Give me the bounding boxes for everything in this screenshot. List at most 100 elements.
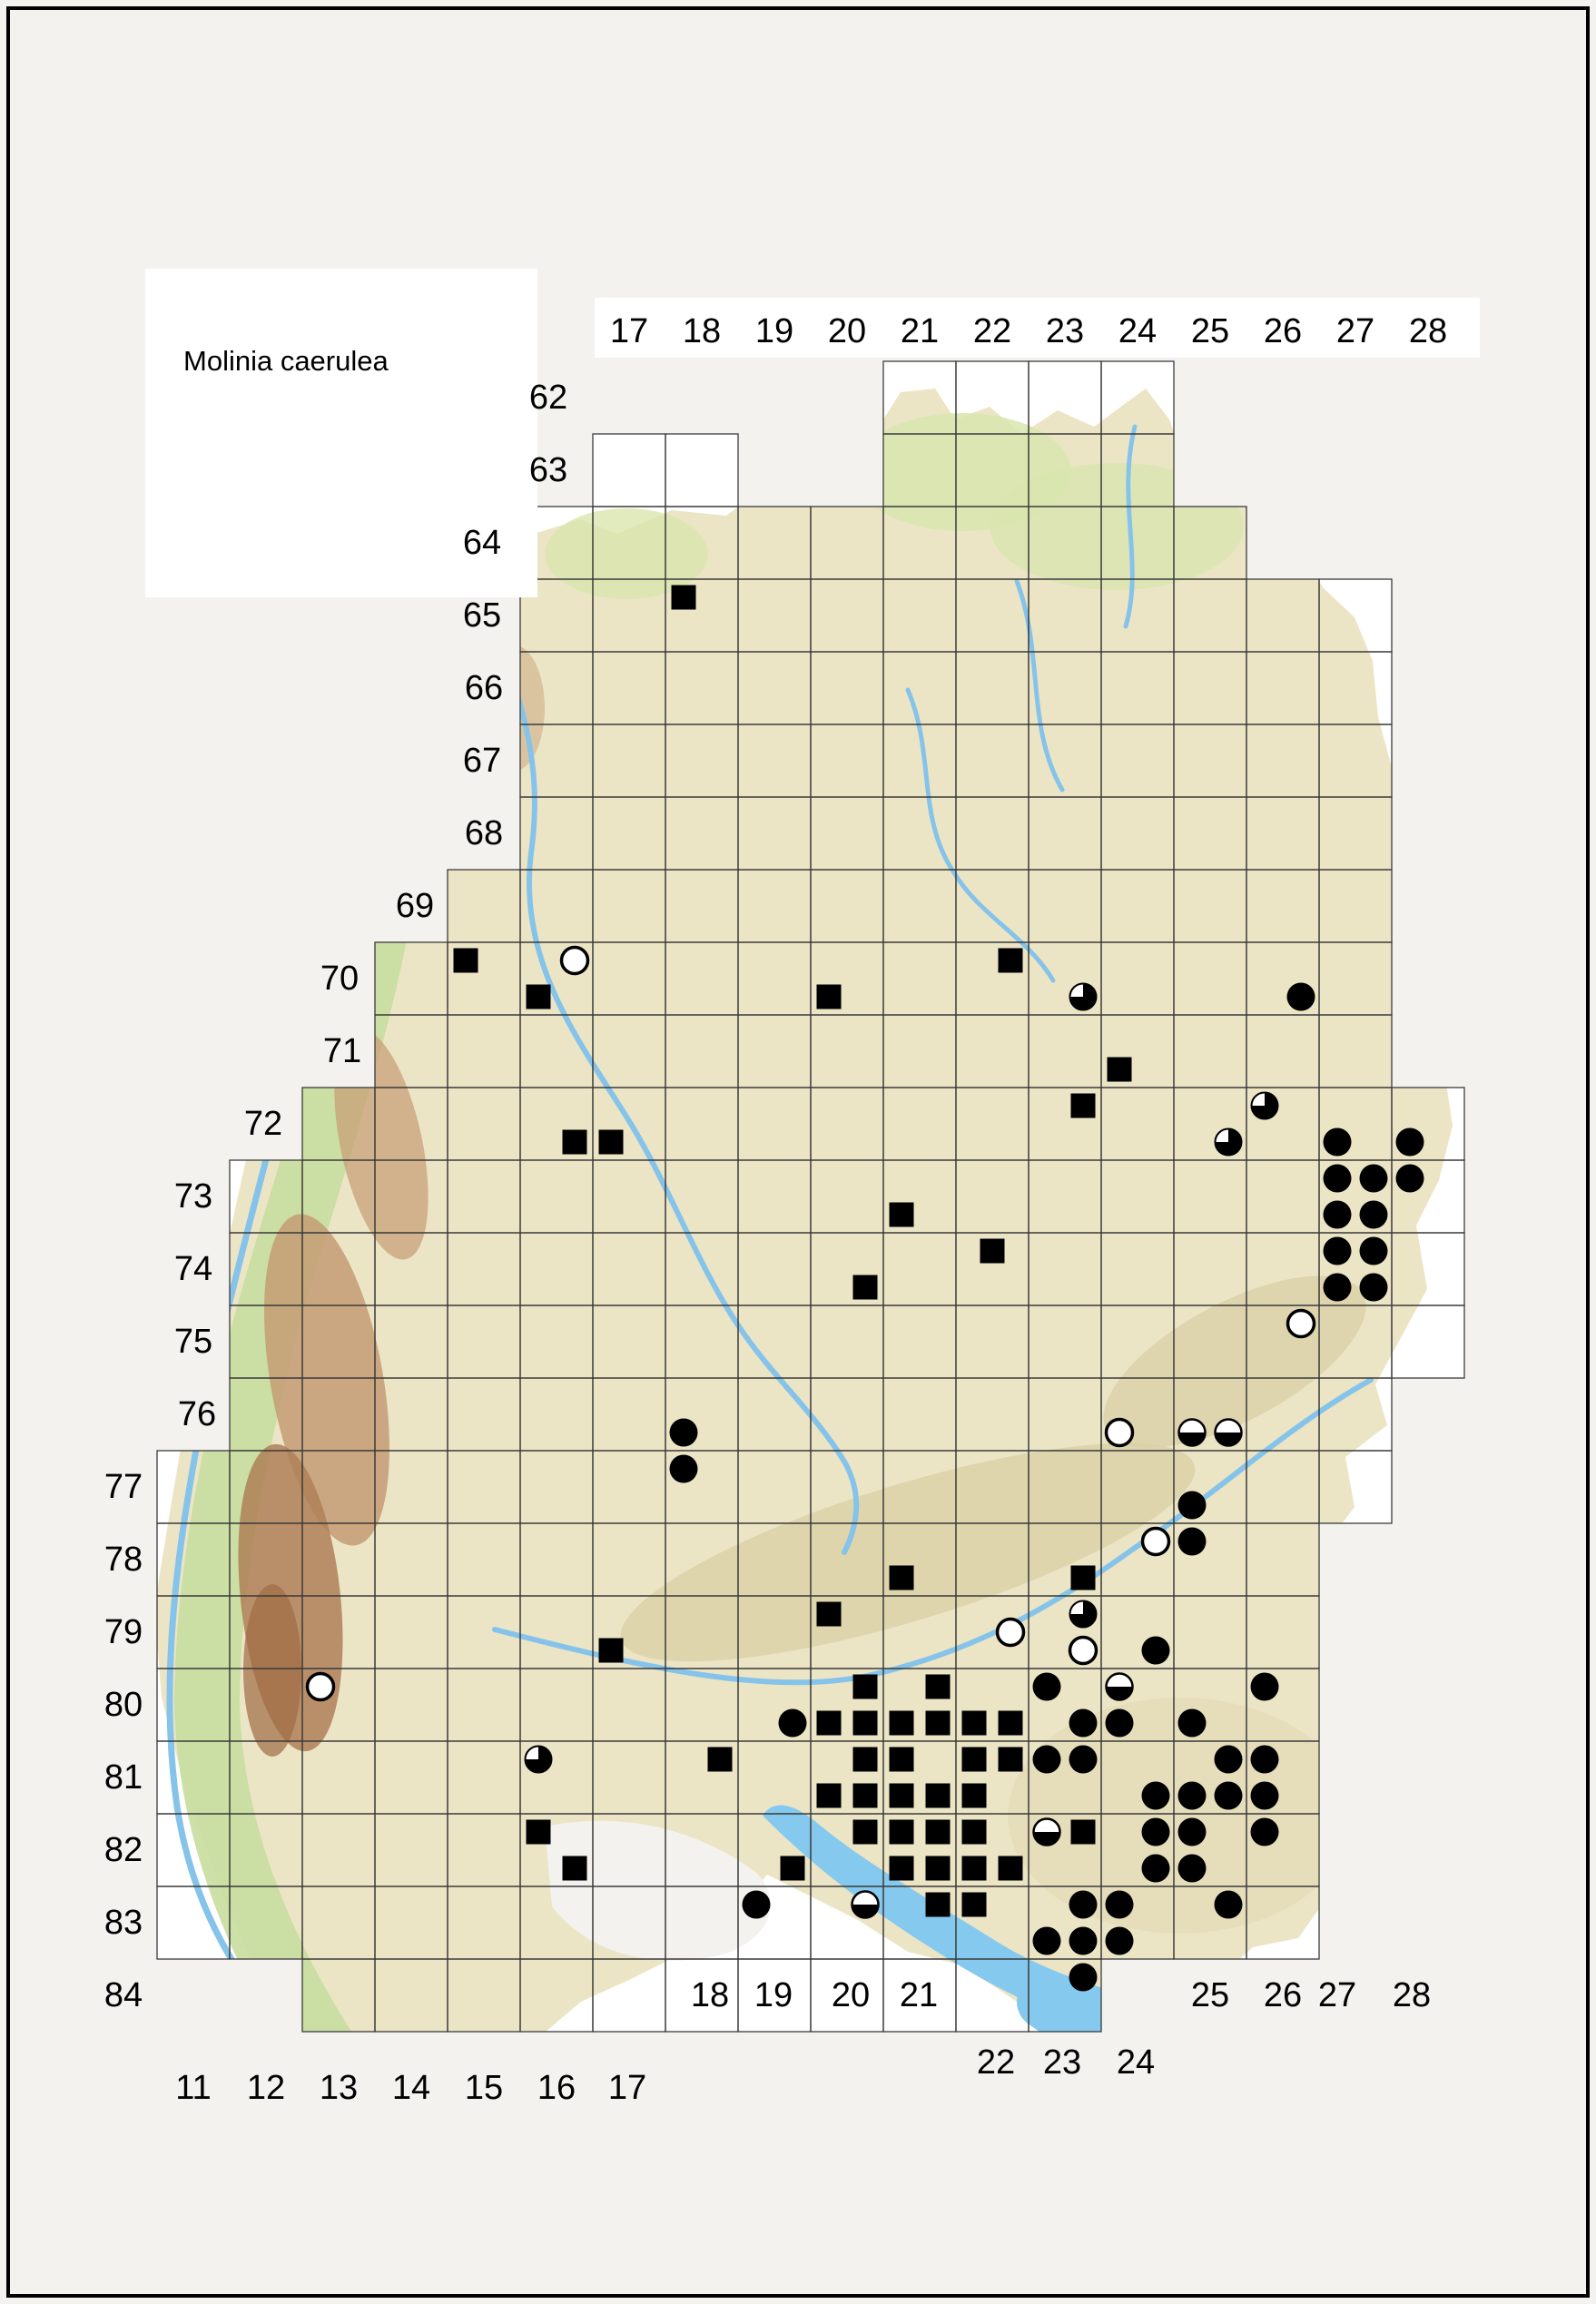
bottom-axis-label: 21 bbox=[900, 1976, 938, 2014]
marker-filled-circle bbox=[1395, 1127, 1424, 1157]
bottom-axis-label: 20 bbox=[832, 1976, 870, 2014]
marker-half-filled-circle bbox=[1105, 1672, 1134, 1701]
kocher-river bbox=[905, 687, 1056, 983]
marker-filled-circle bbox=[1323, 1127, 1352, 1157]
marker-filled-circle bbox=[1177, 1527, 1207, 1556]
marker-filled-square bbox=[961, 1856, 987, 1881]
marker-filled-square bbox=[852, 1783, 878, 1808]
marker-filled-circle bbox=[1069, 1963, 1098, 1992]
marker-half-filled-circle bbox=[851, 1890, 880, 1919]
marker-filled-square bbox=[961, 1783, 987, 1808]
marker-filled-circle bbox=[1359, 1273, 1388, 1302]
marker-filled-square bbox=[961, 1710, 987, 1736]
left-axis-label: 68 bbox=[465, 814, 503, 852]
top-axis-label: 19 bbox=[755, 312, 793, 350]
bottom-axis-label: 14 bbox=[392, 2069, 430, 2107]
marker-filled-circle bbox=[1069, 1890, 1098, 1919]
marker-three-quarter-filled-circle bbox=[524, 1745, 553, 1774]
northeast-green bbox=[990, 463, 1244, 590]
left-axis-label: 81 bbox=[104, 1758, 143, 1797]
marker-open-circle bbox=[1140, 1526, 1171, 1557]
marker-filled-square bbox=[852, 1819, 878, 1845]
marker-filled-square bbox=[998, 1747, 1023, 1772]
bottom-axis-label: 15 bbox=[465, 2069, 503, 2107]
marker-filled-square bbox=[925, 1783, 951, 1808]
marker-filled-square bbox=[1107, 1057, 1132, 1082]
swabian-alb-tan bbox=[620, 1442, 1196, 1662]
marker-filled-circle bbox=[1177, 1708, 1207, 1738]
left-axis-label: 65 bbox=[463, 596, 501, 635]
marker-filled-square bbox=[707, 1747, 733, 1772]
marker-filled-square bbox=[1070, 1093, 1096, 1118]
marker-filled-square bbox=[925, 1892, 951, 1917]
marker-filled-circle bbox=[669, 1454, 698, 1483]
left-axis-label: 77 bbox=[104, 1468, 143, 1506]
marker-filled-circle bbox=[778, 1708, 807, 1738]
top-axis-label: 20 bbox=[828, 312, 866, 350]
marker-filled-square bbox=[889, 1710, 914, 1736]
top-axis-label: 22 bbox=[973, 312, 1011, 350]
marker-filled-square bbox=[780, 1856, 805, 1881]
marker-filled-circle bbox=[742, 1890, 771, 1919]
marker-filled-circle bbox=[1359, 1200, 1388, 1229]
marker-filled-circle bbox=[1214, 1781, 1243, 1810]
swiss-border-notch bbox=[545, 1820, 771, 1961]
marker-filled-square bbox=[598, 1129, 624, 1155]
marker-filled-circle bbox=[1250, 1781, 1279, 1810]
left-axis-label: 72 bbox=[244, 1105, 282, 1143]
bottom-axis-label: 24 bbox=[1117, 2043, 1155, 2082]
marker-filled-circle bbox=[1105, 1890, 1134, 1919]
marker-filled-circle bbox=[1177, 1854, 1207, 1883]
jagst-river bbox=[1014, 578, 1065, 793]
marker-open-circle bbox=[559, 945, 590, 976]
marker-three-quarter-filled-circle bbox=[1069, 982, 1098, 1011]
marker-filled-square bbox=[889, 1747, 914, 1772]
marker-filled-circle bbox=[1359, 1236, 1388, 1265]
marker-filled-square bbox=[889, 1819, 914, 1845]
grid-cell bbox=[1028, 1958, 1102, 2033]
top-axis-backdrop bbox=[595, 298, 1480, 358]
marker-filled-square bbox=[980, 1238, 1005, 1264]
occurrence-markers bbox=[305, 585, 1424, 1992]
marker-filled-square bbox=[598, 1638, 624, 1663]
bottom-axis-label: 16 bbox=[537, 2069, 576, 2107]
left-axis-label: 62 bbox=[529, 379, 567, 417]
terrain-layer bbox=[157, 389, 1453, 2032]
marker-filled-circle bbox=[1069, 1745, 1098, 1774]
bottom-axis-label: 18 bbox=[691, 1976, 729, 2014]
blackforest-red bbox=[243, 1584, 301, 1757]
marker-filled-circle bbox=[1250, 1745, 1279, 1774]
marker-filled-circle bbox=[1141, 1854, 1170, 1883]
marker-filled-circle bbox=[1141, 1636, 1170, 1665]
danube-river bbox=[492, 1377, 1374, 1686]
left-axis-label: 80 bbox=[104, 1686, 143, 1724]
tauber-river bbox=[1123, 424, 1138, 629]
left-axis-label: 66 bbox=[465, 669, 503, 707]
bottom-axis-label: 27 bbox=[1318, 1976, 1356, 2014]
lake-constance-east bbox=[1017, 1974, 1255, 2032]
marker-filled-square bbox=[1070, 1819, 1096, 1845]
marker-filled-circle bbox=[1032, 1672, 1061, 1701]
marker-filled-circle bbox=[1105, 1708, 1134, 1738]
bottom-axis-label: 22 bbox=[977, 2043, 1015, 2082]
left-axis-label: 69 bbox=[396, 887, 434, 925]
marker-filled-square bbox=[925, 1674, 951, 1699]
left-axis-label: 76 bbox=[178, 1395, 216, 1433]
grid-lines bbox=[156, 360, 1465, 2033]
marker-filled-circle bbox=[1177, 1781, 1207, 1810]
top-axis-label: 24 bbox=[1118, 312, 1157, 350]
marker-filled-circle bbox=[1323, 1273, 1352, 1302]
marker-filled-circle bbox=[1323, 1164, 1352, 1193]
marker-filled-square bbox=[526, 1819, 551, 1845]
marker-three-quarter-filled-circle bbox=[1214, 1127, 1243, 1157]
top-axis-label: 25 bbox=[1191, 312, 1229, 350]
bottom-axis-label: 25 bbox=[1191, 1976, 1229, 2014]
marker-filled-circle bbox=[1250, 1672, 1279, 1701]
marker-filled-square bbox=[816, 984, 842, 1009]
marker-filled-square bbox=[889, 1565, 914, 1590]
left-axis-label: 84 bbox=[104, 1976, 143, 2014]
marker-filled-circle bbox=[1214, 1890, 1243, 1919]
marker-filled-square bbox=[1070, 1565, 1096, 1590]
marker-filled-square bbox=[998, 1710, 1023, 1736]
